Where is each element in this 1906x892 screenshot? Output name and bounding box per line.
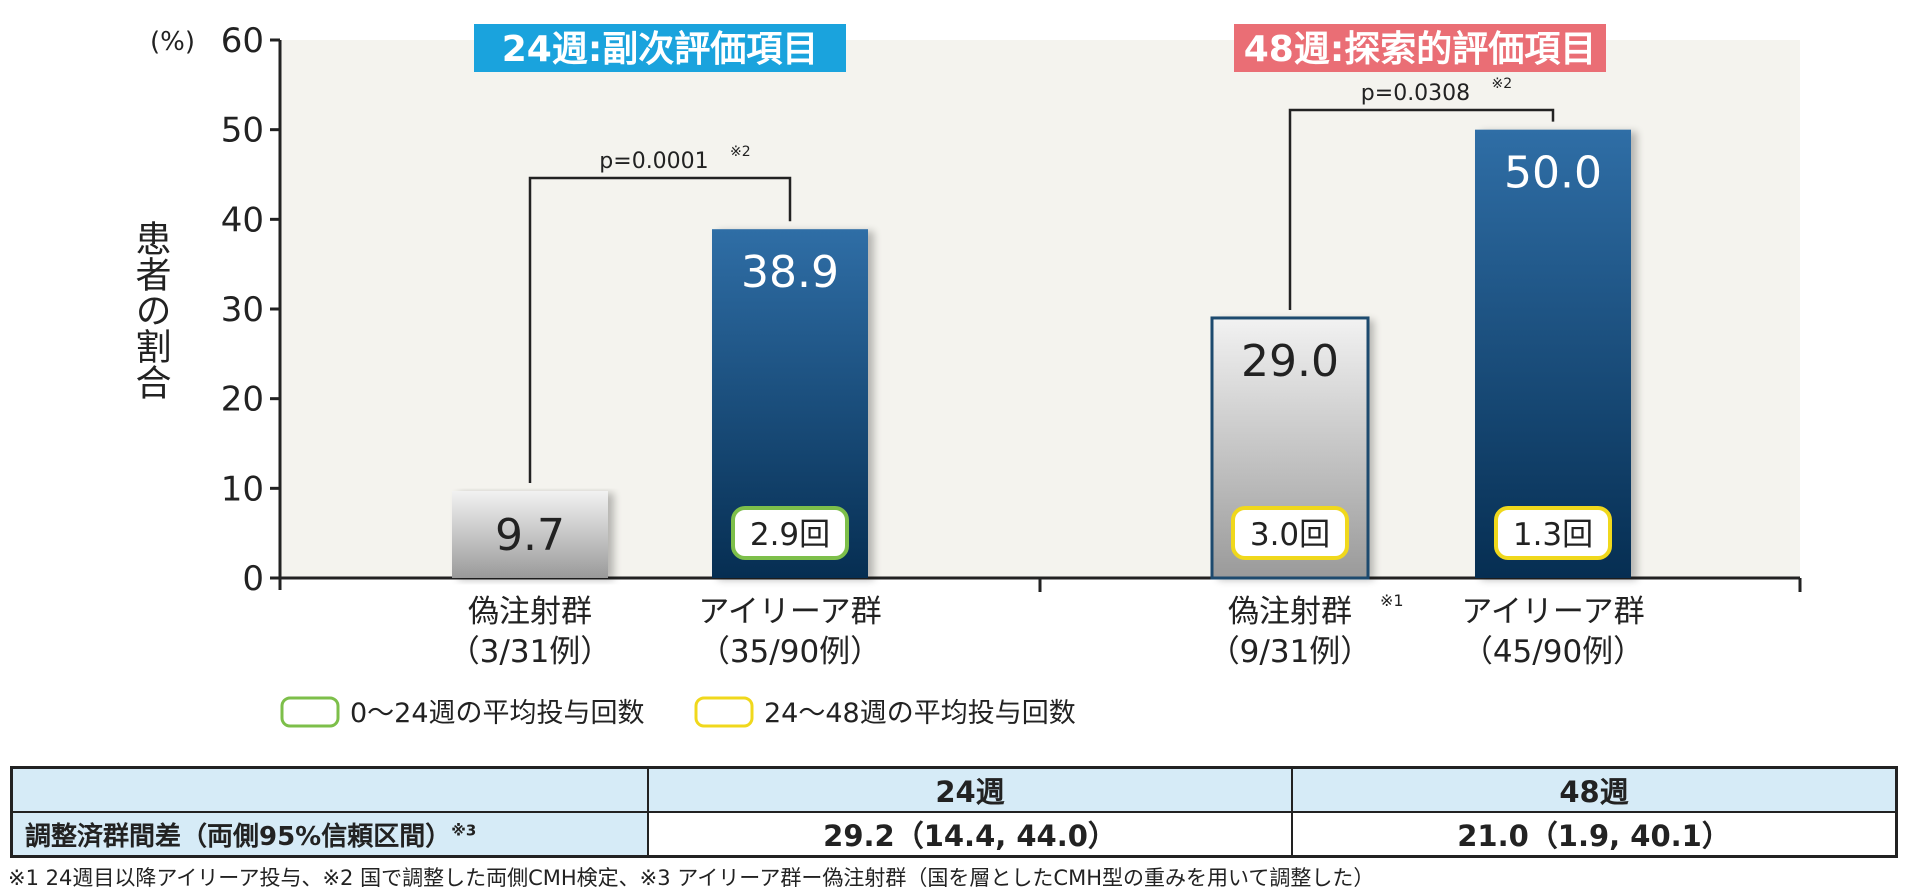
p-value-label: p=0.0308 (1361, 81, 1470, 106)
y-tick-label: 60 (221, 21, 264, 61)
bar-value-label: 9.7 (495, 510, 565, 561)
bar-value-label: 50.0 (1504, 148, 1602, 199)
category-note: ※1 (1380, 591, 1404, 610)
bar (1475, 129, 1631, 578)
p-value-note: ※2 (730, 144, 751, 160)
dose-badge-label: 1.3回 (1513, 517, 1593, 553)
y-tick-label: 50 (221, 111, 264, 151)
legend-label: 0〜24週の平均投与回数 (350, 698, 645, 729)
p-value-label: p=0.0001 (599, 149, 708, 174)
table-row-label-note: ※3 (451, 820, 477, 839)
y-tick-label: 20 (221, 380, 264, 420)
significance-bracket (1288, 108, 1555, 310)
significance-bracket (528, 176, 792, 484)
y-tick-label: 10 (221, 469, 264, 509)
bar-value-label: 38.9 (741, 247, 839, 298)
bar-value-label: 29.0 (1241, 336, 1339, 387)
category-sublabel: （35/90例） (699, 634, 881, 670)
table-header-row: 24週 48週 (10, 766, 1898, 813)
y-unit-label: (%) (150, 27, 195, 57)
dose-badge-label: 2.9回 (750, 517, 830, 553)
footnote: ※1 24週目以降アイリーア投与、※2 国で調整した両側CMH検定、※3 アイリ… (8, 866, 1375, 890)
legend-label: 24〜48週の平均投与回数 (764, 698, 1076, 729)
category-label: アイリーア群 (1461, 594, 1644, 630)
category-label: アイリーア群 (698, 594, 881, 630)
legend-swatch (280, 696, 340, 728)
y-axis-label: 患者の割合 (130, 220, 171, 400)
table-row: 調整済群間差（両側95%信頼区間）※3 29.2（14.4, 44.0） 21.… (10, 811, 1898, 858)
panel-title-box (474, 24, 846, 72)
table-row-label: 調整済群間差（両側95%信頼区間）※3 (10, 811, 649, 858)
bar-chart: 0 10 20 30 40 50 60 (%) 患者の割合 24週:副次評価項目 9.7 偽注射群 （3… (130, 21, 1802, 729)
bar (452, 491, 608, 578)
y-tick-label: 40 (221, 200, 264, 240)
y-tick-label: 30 (221, 290, 264, 330)
table-header-blank (10, 766, 649, 813)
summary-table: 24週 48週 調整済群間差（両側95%信頼区間）※3 29.2（14.4, 4… (10, 766, 1898, 858)
dose-badge-label: 3.0回 (1250, 517, 1330, 553)
legend-swatch (694, 696, 754, 728)
panel-title: 48週:探索的評価項目 (1244, 29, 1597, 70)
table-header-24w: 24週 (646, 766, 1294, 813)
table-cell-24w: 29.2（14.4, 44.0） (646, 811, 1294, 858)
table-row-label-text: 調整済群間差（両側95%信頼区間） (25, 821, 452, 852)
category-sublabel: （3/31例） (449, 634, 612, 670)
category-sublabel: （45/90例） (1462, 634, 1644, 670)
table-cell-48w: 21.0（1.9, 40.1） (1291, 811, 1898, 858)
p-value-note: ※2 (1492, 76, 1513, 92)
category-label: 偽注射群 (1228, 594, 1352, 630)
panel-title: 24週:副次評価項目 (502, 29, 819, 70)
dose-badge (1494, 506, 1612, 560)
dose-badge (1231, 506, 1349, 560)
category-sublabel: （9/31例） (1209, 634, 1372, 670)
panel-title-box (1234, 24, 1606, 72)
y-tick-label: 0 (242, 559, 264, 599)
category-label: 偽注射群 (468, 594, 592, 630)
table-header-48w: 48週 (1291, 766, 1898, 813)
dose-badge (731, 506, 849, 560)
